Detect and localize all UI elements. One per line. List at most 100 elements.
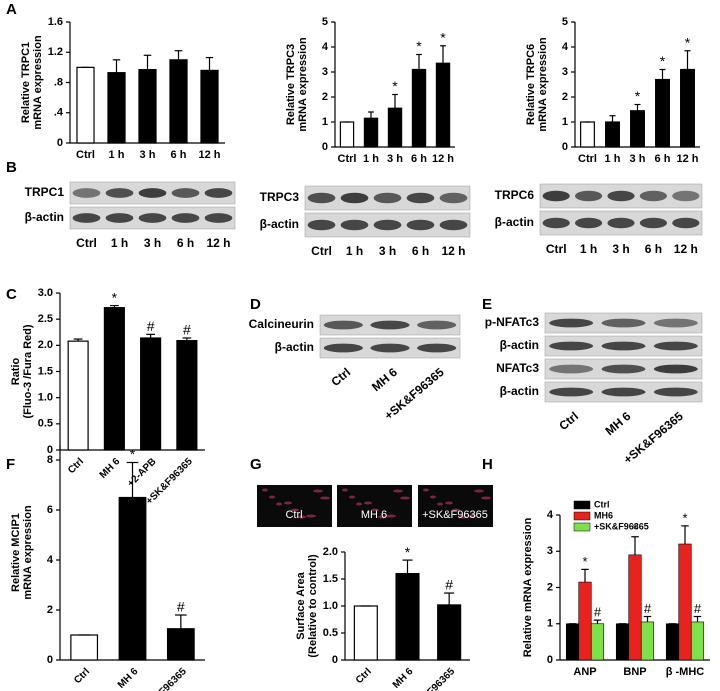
cell: [393, 489, 403, 493]
y-axis-label: mRNA expression: [22, 505, 34, 600]
cell: [313, 489, 323, 493]
lane-label: 1 h: [111, 236, 128, 250]
blot-row-label: TRPC1: [25, 185, 65, 199]
cell: [262, 488, 268, 492]
blot-band: [105, 213, 134, 223]
blot-band: [72, 188, 101, 198]
x-tick-label: Ctrl: [76, 149, 95, 161]
bar: [628, 554, 642, 661]
lane-label: Ctrl: [546, 242, 567, 256]
cell: [386, 514, 396, 518]
panel-label: B: [6, 159, 17, 176]
blot-band: [607, 217, 635, 229]
legend-swatch: [573, 511, 591, 521]
blot-band: [307, 219, 336, 231]
y-tick-label: 3: [547, 545, 553, 557]
bar: [118, 496, 147, 661]
cell: [445, 501, 453, 505]
blot-band: [340, 192, 369, 204]
panel-label: D: [250, 296, 261, 313]
annotation: *: [632, 521, 637, 536]
y-axis-label: Surface Area: [295, 571, 307, 639]
bar: [363, 117, 379, 148]
y-axis-label: (Relative to control): [307, 554, 319, 658]
y-tick-label: 8: [47, 454, 53, 466]
y-tick-label: 2.5: [38, 313, 53, 325]
bar: [615, 623, 630, 661]
cell: [452, 508, 460, 512]
x-tick-label: Ctrl: [338, 153, 357, 165]
y-tick-label: 2: [562, 91, 568, 103]
blot-row-label: TRPC6: [495, 188, 535, 202]
x-tick-label: Ctrl: [72, 666, 92, 686]
blot-band: [639, 217, 668, 229]
blot-band: [171, 213, 200, 223]
blot-band: [653, 341, 698, 351]
y-tick-label: 0: [47, 654, 53, 666]
blot-band: [105, 188, 134, 198]
panel-label: A: [6, 1, 17, 18]
blot-band: [542, 217, 570, 229]
lane-label: Ctrl: [76, 236, 97, 250]
y-tick-label: 0: [562, 141, 568, 153]
blot-band: [373, 219, 402, 231]
panel-label: F: [6, 456, 15, 473]
blot-band: [439, 219, 468, 231]
annotation: *: [660, 53, 666, 69]
annotation: #: [147, 318, 155, 334]
annotation: *: [416, 38, 422, 54]
lane-label: 6 h: [177, 236, 194, 250]
cell: [276, 502, 282, 506]
y-tick-label: 1: [547, 618, 553, 630]
panel-label: E: [482, 296, 492, 313]
blot-band: [204, 188, 233, 198]
y-axis-label: Relative TRPC3: [285, 44, 297, 125]
bar: [630, 110, 645, 148]
y-tick-label: .8: [54, 76, 63, 88]
blot-row-label: β-actin: [500, 384, 539, 398]
y-axis-label: Relative TRPC1: [20, 42, 32, 123]
bar: [140, 337, 162, 451]
cell: [284, 501, 292, 505]
blot-band: [542, 190, 570, 202]
cell: [364, 501, 372, 505]
x-tick-label: 6 h: [411, 153, 427, 165]
y-tick-label: 1.0: [38, 392, 53, 404]
annotation: *: [112, 289, 118, 305]
y-tick-label: 2: [47, 604, 53, 616]
bar: [200, 69, 219, 144]
y-axis-label: Relative TRPC6: [525, 44, 537, 125]
legend-swatch: [573, 500, 591, 510]
y-axis-label: mRNA expression: [32, 35, 44, 130]
lane-label: Ctrl: [556, 409, 581, 433]
blot-band: [370, 343, 410, 353]
bar: [655, 78, 670, 148]
bar: [578, 581, 592, 661]
x-tick-label: 6 h: [655, 153, 671, 165]
y-tick-label: 1.5: [323, 573, 338, 585]
bar: [590, 623, 605, 661]
x-tick-label: 6 h: [171, 149, 187, 161]
blot-band: [549, 341, 594, 351]
x-tick-label: 12 h: [676, 153, 698, 165]
cell: [423, 488, 429, 492]
y-axis-label: Relative MCIP1: [10, 513, 22, 592]
y-tick-label: 1.2: [48, 46, 63, 58]
x-tick-label: 3 h: [140, 149, 156, 161]
blot-band: [171, 188, 200, 198]
annotation: #: [694, 601, 702, 616]
y-axis-label: mRNA expression: [537, 37, 549, 132]
y-tick-label: 2: [547, 581, 553, 593]
cell: [349, 495, 355, 499]
blot-row-label: β-actin: [495, 215, 534, 229]
y-tick-label: 3: [562, 66, 568, 78]
annotation: *: [130, 446, 136, 462]
cell: [298, 515, 306, 519]
lane-label: 12 h: [206, 236, 230, 250]
annotation: *: [582, 554, 587, 569]
bar: [387, 107, 403, 148]
lane-label: 12 h: [441, 244, 465, 258]
x-tick-label: 1 h: [109, 149, 125, 161]
bar: [103, 307, 125, 451]
